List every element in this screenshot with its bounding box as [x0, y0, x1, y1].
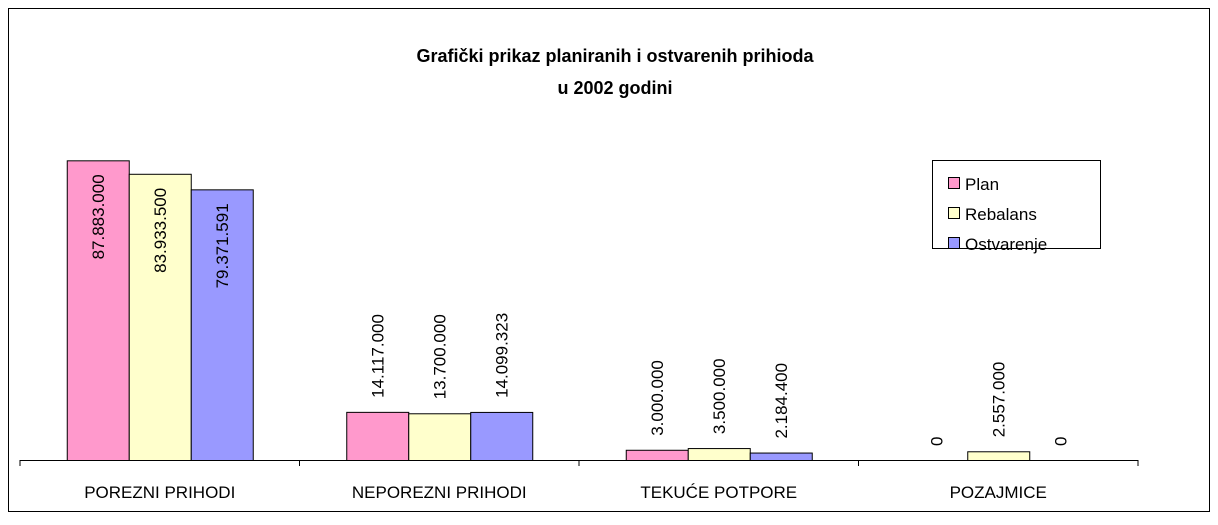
bar: [346, 411, 410, 461]
data-label: 14.117.000: [368, 314, 387, 398]
bar: [625, 449, 689, 461]
data-label: 87.883.000: [89, 174, 108, 259]
data-label: 2.184.400: [772, 363, 791, 439]
data-label: 0: [1051, 437, 1070, 446]
legend-box: [932, 160, 1101, 249]
x-tick-label: NEPOREZNI PRIHODI: [352, 483, 527, 502]
legend-label: Rebalans: [965, 205, 1037, 224]
data-label: 3.500.000: [710, 358, 729, 434]
data-label: 0: [927, 437, 946, 446]
legend-swatch: [948, 237, 960, 249]
data-label: 83.933.500: [151, 188, 170, 273]
data-label: 2.557.000: [989, 362, 1008, 438]
data-label: 3.000.000: [648, 360, 667, 436]
bar: [470, 411, 534, 461]
bar: [128, 173, 192, 461]
legend-label: Ostvarenje: [965, 235, 1047, 254]
chart-title: u 2002 godini: [557, 78, 672, 98]
x-tick-label: POREZNI PRIHODI: [84, 483, 235, 502]
bar: [687, 448, 751, 462]
legend-swatch: [948, 177, 960, 189]
bar: [190, 189, 254, 462]
bar: [408, 413, 472, 461]
legend-label: Plan: [965, 175, 999, 194]
data-label: 14.099.323: [492, 313, 511, 398]
bar: [749, 452, 813, 462]
data-label: 13.700.000: [430, 314, 449, 399]
data-label: 79.371.591: [213, 203, 232, 288]
x-tick-label: POZAJMICE: [950, 483, 1047, 502]
legend-swatch: [948, 207, 960, 219]
chart-title: Grafički prikaz planiranih i ostvarenih …: [416, 46, 814, 66]
bar: [967, 451, 1031, 462]
x-tick-label: TEKUĆE POTPORE: [640, 483, 797, 502]
bar: [66, 160, 130, 461]
